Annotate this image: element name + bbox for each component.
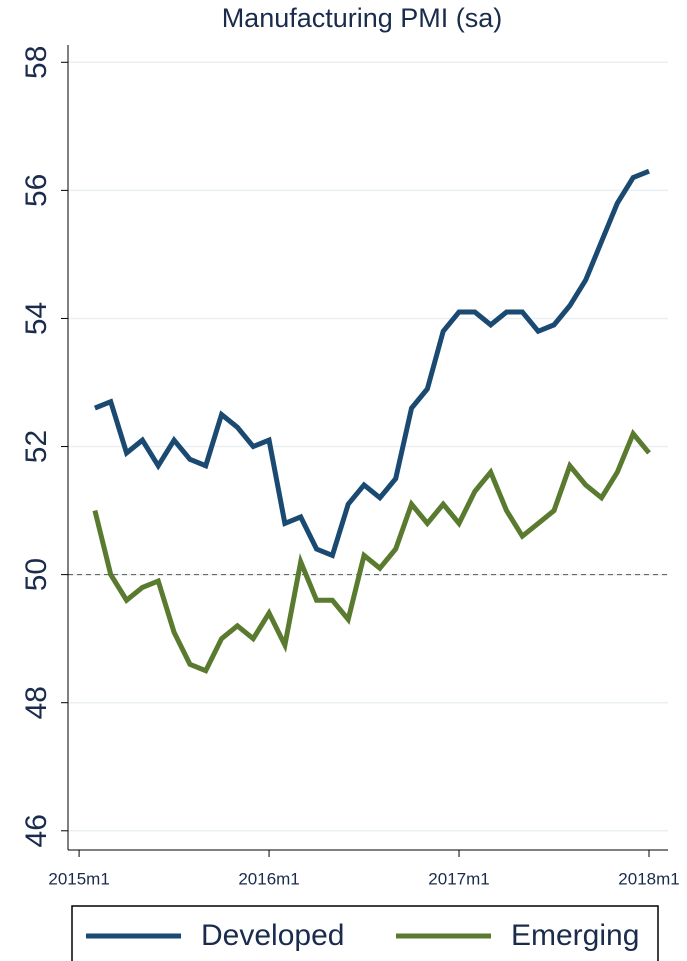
- legend-label: Emerging: [511, 919, 639, 952]
- y-tick-label: 58: [20, 46, 53, 79]
- y-tick-label: 56: [20, 174, 53, 207]
- y-tick-label: 48: [20, 686, 53, 719]
- chart-title: Manufacturing PMI (sa): [222, 3, 503, 33]
- legend-label: Developed: [201, 919, 344, 952]
- x-tick-label: 2017m1: [428, 869, 489, 888]
- y-tick-label: 52: [20, 430, 53, 463]
- series-line: [92, 428, 651, 674]
- series-line: [93, 168, 650, 559]
- x-tick-label: 2015m1: [48, 869, 109, 888]
- y-tick-label: 50: [20, 558, 53, 591]
- x-tick-label: 2018m1: [618, 869, 679, 888]
- y-tick-label: 54: [20, 302, 53, 335]
- x-tick-label: 2016m1: [238, 869, 299, 888]
- y-tick-label: 46: [20, 814, 53, 847]
